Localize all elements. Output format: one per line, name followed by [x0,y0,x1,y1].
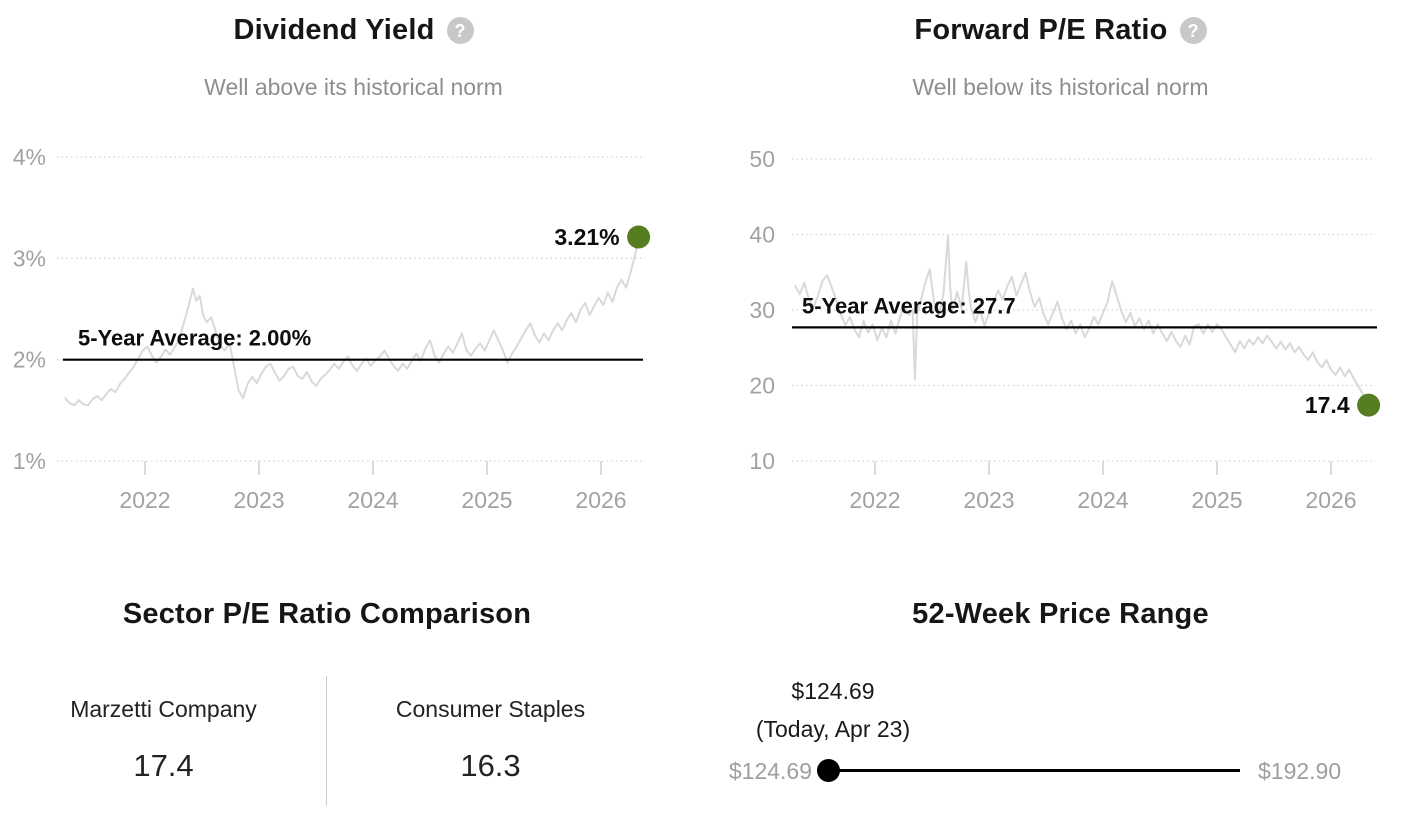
company-pe-value: 17.4 [133,748,194,783]
forward-pe-title: Forward P/E Ratio [914,14,1168,46]
current-value-dot [627,225,651,249]
y-axis-label: 40 [749,222,775,248]
x-axis-label: 2022 [119,487,170,513]
current-price-date-note: (Today, Apr 23) [755,716,911,742]
range-low-label: $124.69 [728,758,812,784]
x-axis-label: 2022 [849,487,900,513]
help-icon[interactable]: ? [446,17,474,44]
average-label: 5-Year Average: 27.7 [802,293,1016,318]
series-line [794,235,1370,407]
y-axis-label: 3% [13,245,46,271]
current-value-label: 17.4 [1305,392,1350,418]
company-name-label: Marzetti Company [70,696,257,722]
sector-pe-value: 16.3 [460,748,521,783]
x-axis-label: 2023 [963,487,1014,513]
x-axis-label: 2026 [575,487,626,513]
average-label: 5-Year Average: 2.00% [78,326,311,351]
dividend-yield-subtitle: Well above its historical norm [204,74,503,100]
x-axis-label: 2024 [347,487,398,513]
price-range-title: 52-Week Price Range [912,598,1209,630]
y-axis-label: 4% [13,144,46,170]
forward-pe-header: Forward P/E Ratio ? [707,14,1414,47]
current-value-dot [1357,393,1381,417]
current-value-label: 3.21% [554,224,619,250]
current-price-marker-dot [817,759,840,782]
x-axis-label: 2024 [1077,487,1128,513]
dividend-yield-header: Dividend Yield ? [0,14,707,47]
y-axis-label: 2% [13,347,46,373]
question-mark-glyph: ? [1187,20,1199,41]
question-mark-glyph: ? [454,20,466,41]
x-axis-label: 2023 [233,487,284,513]
current-price-label: $124.69 [791,678,875,704]
price-range-track [830,769,1240,772]
x-axis-label: 2026 [1305,487,1356,513]
forward-pe-subtitle: Well below its historical norm [912,74,1209,100]
column-divider [326,676,327,806]
y-axis-label: 1% [13,448,46,474]
series-line [64,236,640,407]
y-axis-label: 30 [749,297,775,323]
x-axis-label: 2025 [1191,487,1242,513]
dividend-yield-title: Dividend Yield [233,14,435,46]
help-icon[interactable]: ? [1179,17,1207,44]
dividend-yield-chart: 1% 2% 3% 4% 2022 2023 2024 2025 2026 5-Year Avera… [13,144,651,513]
sector-name-label: Consumer Staples [395,696,586,722]
forward-pe-chart: 10 20 30 40 50 2022 2023 2024 2025 2026 5-Year Ave… [749,146,1381,513]
y-axis-label: 10 [749,448,775,474]
sector-comparison-title: Sector P/E Ratio Comparison [122,598,532,630]
y-axis-label: 20 [749,373,775,399]
range-high-label: $192.90 [1258,758,1342,784]
x-axis-label: 2025 [461,487,512,513]
y-axis-label: 50 [749,146,775,172]
